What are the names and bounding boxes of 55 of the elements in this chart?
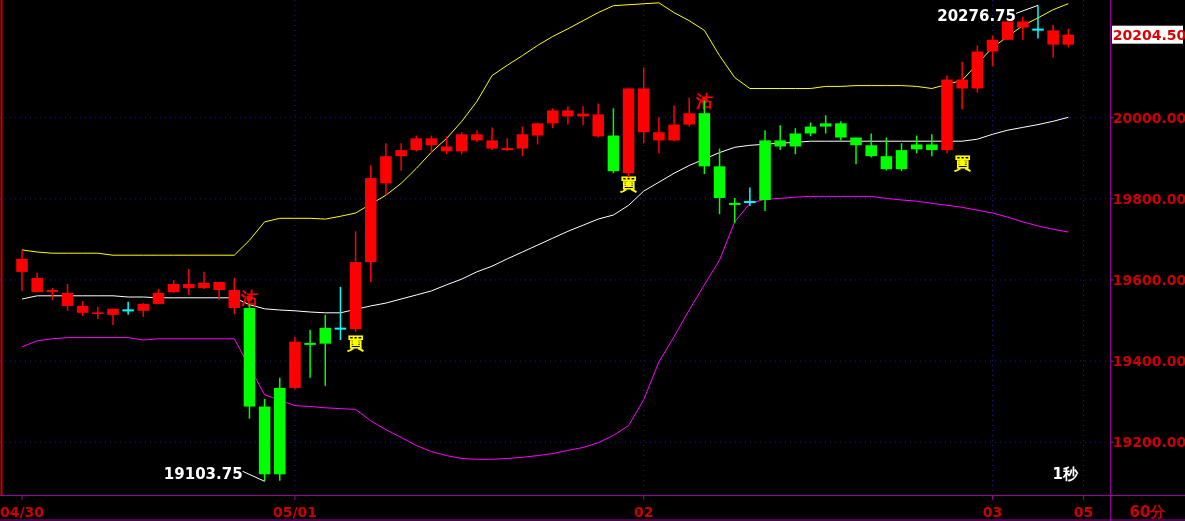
y-tick-label: 19400.00 — [1112, 353, 1185, 370]
line-series — [21, 2, 1069, 256]
x-tick-label: 05/01 — [272, 504, 317, 520]
candlestick — [516, 125, 529, 157]
candlestick — [668, 104, 680, 142]
candlestick — [850, 136, 862, 166]
candlestick — [546, 107, 559, 129]
candlestick — [122, 301, 134, 316]
y-tick-label: 20000.00 — [1112, 109, 1185, 126]
y-tick-label: 19600.00 — [1112, 271, 1185, 288]
annotation: 19103.75 — [163, 465, 243, 484]
annotation: 20276.75 — [937, 7, 1016, 26]
candlestick — [592, 102, 604, 139]
candlestick — [562, 105, 574, 126]
candlestick — [16, 249, 28, 292]
line-series — [21, 116, 1069, 314]
candlestick — [1017, 15, 1029, 41]
y-tick-label: 19200.00 — [1112, 434, 1185, 451]
x-tick-label: 03 — [982, 504, 1003, 520]
candlestick — [744, 186, 756, 207]
candlestick — [653, 116, 665, 155]
candlestick — [683, 96, 695, 128]
candlestick — [455, 131, 468, 155]
candlestick — [1062, 28, 1075, 49]
candlestick — [819, 114, 832, 135]
candlestick — [319, 314, 332, 387]
candlestick — [198, 271, 210, 290]
y-tick-label: 19800.00 — [1112, 190, 1185, 207]
candlestick — [486, 126, 498, 151]
candlestick — [895, 142, 908, 172]
candlestick — [728, 197, 741, 224]
annotation: 1秒 — [1052, 465, 1079, 483]
x-tick-label: 04/30 — [0, 504, 45, 520]
text: 60分 — [1129, 503, 1167, 521]
candlestick — [880, 136, 893, 172]
x-tick-label: 05 — [1073, 504, 1094, 520]
candlestick — [774, 124, 786, 151]
candlestick — [865, 132, 877, 159]
candlestick — [501, 137, 514, 153]
candlestick — [228, 277, 241, 315]
x-tick-label: 02 — [633, 504, 654, 520]
candlestick — [986, 34, 999, 68]
candlestick — [926, 133, 938, 157]
candlestick — [835, 120, 847, 142]
candlestick — [92, 305, 104, 320]
candlestick — [956, 60, 968, 111]
candlestick — [304, 329, 316, 379]
candlestick — [1047, 24, 1059, 59]
candlestick — [183, 268, 195, 296]
candlestick — [61, 283, 74, 312]
candlestick — [395, 142, 407, 172]
candlestick — [334, 286, 347, 341]
line-series — [21, 195, 1069, 460]
candlestick — [1032, 4, 1044, 40]
candlestick — [789, 127, 802, 155]
